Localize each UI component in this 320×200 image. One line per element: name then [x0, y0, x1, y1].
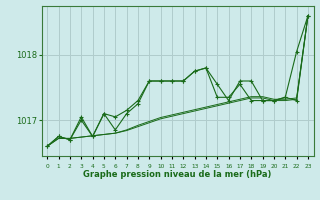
- X-axis label: Graphe pression niveau de la mer (hPa): Graphe pression niveau de la mer (hPa): [84, 170, 272, 179]
